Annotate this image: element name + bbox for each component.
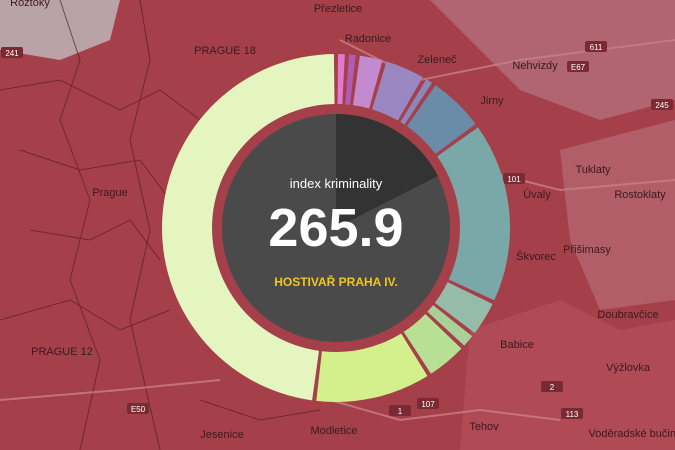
donut-segment (372, 61, 423, 121)
map-region (460, 300, 675, 450)
donut-segment (403, 313, 462, 374)
donut-segment (400, 79, 433, 125)
city-label: Prague (92, 187, 127, 199)
road-shield (1, 47, 23, 58)
place-label: Tehov (469, 421, 499, 433)
place-label: Výžlovka (606, 362, 651, 374)
map-region (430, 0, 675, 120)
place-label: Škvorec (516, 250, 556, 263)
road-shield (567, 61, 589, 72)
place-label: Přišimasy (563, 244, 611, 256)
road-number: 245 (655, 101, 669, 110)
road-number: 611 (590, 43, 603, 52)
subtitle: HOSTIVAŘ PRAHA IV. (274, 274, 398, 289)
place-label: PRAGUE 12 (31, 346, 93, 358)
district-borders (0, 0, 321, 450)
place-label: Babice (500, 339, 534, 351)
donut-segment (337, 54, 345, 105)
total-value: 265.9 (268, 198, 403, 258)
road-number: 107 (421, 400, 435, 409)
road-number: 2 (550, 383, 555, 392)
road-number: 241 (5, 49, 19, 58)
road-shield (389, 405, 411, 416)
donut-segment (345, 54, 356, 105)
road-shield (127, 403, 149, 414)
place-label: Modletice (310, 425, 357, 437)
donut-segment (316, 333, 428, 403)
donut-segment (427, 305, 473, 346)
place-label: Voděradské bučiny (589, 428, 675, 440)
place-label: Jirny (480, 95, 504, 107)
donut-segment (353, 55, 383, 109)
road-shield (651, 99, 673, 110)
road-number: E67 (571, 63, 586, 72)
chart-title: index kriminality (290, 176, 383, 191)
road-number: 1 (398, 407, 403, 416)
road-shield (503, 173, 525, 184)
road-shield (417, 398, 439, 409)
road-number: E50 (131, 405, 146, 414)
place-label: Radonice (345, 33, 391, 45)
donut-segment (434, 282, 493, 333)
place-label: Tuklaty (575, 164, 611, 176)
place-label: Zeleneč (417, 54, 457, 66)
place-label: PRAGUE 18 (194, 45, 256, 57)
place-label: Nehvizdy (512, 60, 558, 72)
center-highlight (336, 113, 438, 228)
donut-segment (406, 85, 476, 154)
road-shield (561, 408, 583, 419)
place-label: Jesenice (200, 429, 243, 441)
place-label: Přezletice (314, 3, 362, 15)
place-label: Rostoklaty (614, 189, 666, 201)
place-label: Úvaly (523, 188, 551, 201)
place-label: Doubravčice (597, 309, 658, 321)
donut-segment (161, 54, 335, 401)
map-region (0, 0, 120, 60)
donut-segment (437, 127, 510, 301)
map-region (560, 120, 675, 310)
road-number: 113 (566, 410, 579, 419)
road-shield (585, 41, 607, 52)
road-number: 101 (507, 175, 521, 184)
place-label: Roztoky (10, 0, 50, 9)
road-shield (541, 381, 563, 392)
